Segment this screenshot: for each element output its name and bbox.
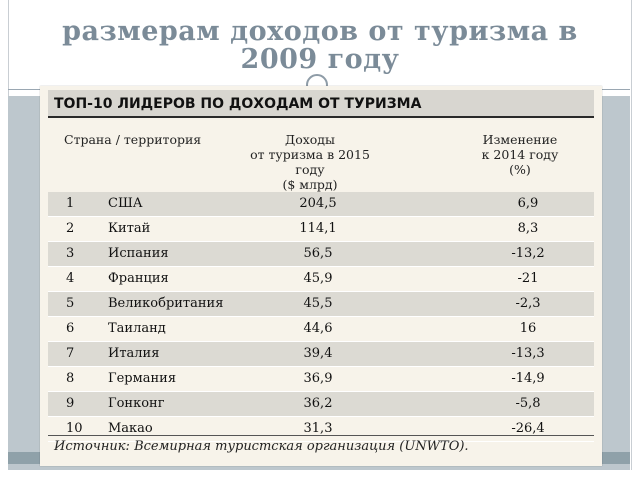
row-income: 39,4 <box>303 346 333 361</box>
table-row: 2 Китай 114,1 8,3 <box>48 217 594 242</box>
table-row: 1 США 204,5 6,9 <box>48 192 594 217</box>
row-rank: 9 <box>66 396 75 411</box>
table-row: 5 Великобритания 45,5 -2,3 <box>48 292 594 317</box>
slide-title-line-3: 2009 году <box>240 44 400 75</box>
row-change: 8,3 <box>517 221 539 236</box>
row-change: -21 <box>517 271 539 286</box>
row-change: -2,3 <box>515 296 541 311</box>
header-income: Доходы от туризма в 2015 году ($ млрд) <box>245 132 375 192</box>
row-rank: 3 <box>66 246 75 261</box>
row-income: 204,5 <box>299 196 337 211</box>
row-income: 45,5 <box>303 296 333 311</box>
row-rank: 2 <box>66 221 75 236</box>
row-rank: 10 <box>66 421 83 436</box>
row-income: 44,6 <box>303 321 333 336</box>
row-country: США <box>108 196 143 211</box>
slide-title: размерам доходов от туризма в 2009 году <box>0 0 640 88</box>
row-rank: 5 <box>66 296 75 311</box>
slide-title-line-2: размерам доходов от туризма в <box>62 16 578 47</box>
table-row: 9 Гонконг 36,2 -5,8 <box>48 392 594 417</box>
row-change: 16 <box>519 321 537 336</box>
header-country: Страна / территория <box>64 132 202 147</box>
row-change: -5,8 <box>515 396 541 411</box>
row-change: -13,2 <box>511 246 545 261</box>
header-change-line-1: Изменение <box>482 132 558 147</box>
row-change: -14,9 <box>511 371 545 386</box>
row-rank: 7 <box>66 346 75 361</box>
header-income-line-2: от туризма в 2015 году <box>250 147 370 177</box>
row-income: 36,9 <box>303 371 333 386</box>
row-country: Германия <box>108 371 177 386</box>
row-country: Гонконг <box>108 396 165 411</box>
row-income: 114,1 <box>299 221 337 236</box>
table-row: 7 Италия 39,4 -13,3 <box>48 342 594 367</box>
row-rank: 4 <box>66 271 75 286</box>
row-country: Великобритания <box>108 296 224 311</box>
header-change-line-3: (%) <box>509 162 531 177</box>
row-rank: 1 <box>66 196 75 211</box>
row-country: Франция <box>108 271 169 286</box>
row-rank: 6 <box>66 321 75 336</box>
row-change: -26,4 <box>511 421 545 436</box>
row-rank: 8 <box>66 371 75 386</box>
header-change-line-2: к 2014 году <box>481 147 559 162</box>
row-country: Таиланд <box>108 321 166 336</box>
header-income-line-3: ($ млрд) <box>282 177 338 192</box>
table-body: 1 США 204,5 6,9 2 Китай 114,1 8,3 3 Испа… <box>48 192 594 442</box>
row-country: Макао <box>108 421 153 436</box>
row-income: 36,2 <box>303 396 333 411</box>
row-country: Китай <box>108 221 151 236</box>
row-change: -13,3 <box>511 346 545 361</box>
source-divider <box>48 435 594 436</box>
row-change: 6,9 <box>517 196 539 211</box>
row-country: Италия <box>108 346 160 361</box>
row-income: 56,5 <box>303 246 333 261</box>
table-row: 3 Испания 56,5 -13,2 <box>48 242 594 267</box>
row-country: Испания <box>108 246 169 261</box>
table-row: 10 Макао 31,3 -26,4 <box>48 417 594 442</box>
table-title: ТОП-10 ЛИДЕРОВ ПО ДОХОДАМ ОТ ТУРИЗМА <box>48 90 594 118</box>
row-income: 45,9 <box>303 271 333 286</box>
table-row: 4 Франция 45,9 -21 <box>48 267 594 292</box>
header-change: Изменение к 2014 году (%) <box>470 132 570 177</box>
header-income-line-1: Доходы <box>285 132 335 147</box>
row-income: 31,3 <box>303 421 333 436</box>
table-row: 8 Германия 36,9 -14,9 <box>48 367 594 392</box>
table-row: 6 Таиланд 44,6 16 <box>48 317 594 342</box>
table-source-note: Источник: Всемирная туристская организац… <box>54 439 469 454</box>
tourism-table-image: ТОП-10 ЛИДЕРОВ ПО ДОХОДАМ ОТ ТУРИЗМА Стр… <box>40 86 602 466</box>
